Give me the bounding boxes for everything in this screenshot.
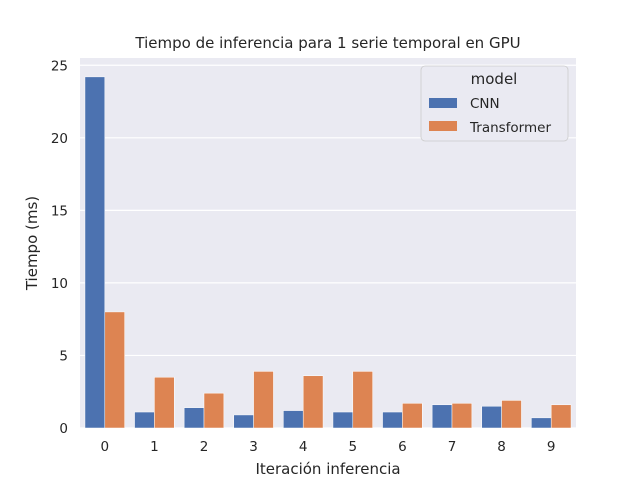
x-tick-label: 6 [398, 439, 407, 455]
bar-transformer-4 [302, 375, 324, 429]
y-axis-ticks: 0 5 10 15 20 25 [51, 58, 68, 437]
y-tick-label: 15 [51, 203, 68, 219]
bar-cnn-0 [84, 76, 106, 429]
y-tick-label: 0 [59, 421, 68, 437]
bar-transformer-1 [154, 376, 175, 429]
bar-cnn-6 [382, 411, 403, 429]
bar-transformer-2 [203, 392, 225, 429]
y-axis-label: Tiempo (ms) [23, 196, 41, 291]
bar-cnn-7 [431, 404, 453, 429]
x-tick-label: 5 [349, 439, 358, 455]
bar-transformer-0 [104, 311, 125, 429]
bar-cnn-4 [283, 410, 304, 429]
bar-cnn-3 [233, 414, 254, 429]
y-tick-label: 5 [59, 348, 68, 364]
bars [84, 76, 572, 429]
x-tick-label: 4 [299, 439, 308, 455]
x-tick-label: 9 [547, 439, 556, 455]
legend-label-transformer: Transformer [469, 120, 551, 136]
bar-transformer-9 [550, 404, 572, 429]
bar-transformer-8 [501, 400, 522, 429]
legend-swatch-transformer [429, 121, 457, 131]
bar-cnn-2 [183, 407, 205, 429]
x-tick-label: 7 [448, 439, 457, 455]
y-tick-label: 25 [51, 58, 68, 74]
legend-title: model [471, 70, 518, 88]
bar-transformer-3 [253, 371, 274, 429]
bar-transformer-5 [352, 371, 373, 429]
x-tick-label: 3 [249, 439, 258, 455]
x-axis-ticks: 0 1 2 3 4 5 6 7 8 9 [101, 439, 556, 455]
bar-cnn-9 [531, 417, 552, 429]
x-tick-label: 8 [497, 439, 506, 455]
y-tick-label: 20 [51, 131, 68, 147]
legend-label-cnn: CNN [470, 96, 500, 112]
x-tick-label: 2 [200, 439, 209, 455]
chart-title: Tiempo de inferencia para 1 serie tempor… [134, 34, 520, 52]
x-axis-label: Iteración inferencia [255, 460, 400, 478]
bar-cnn-1 [134, 411, 155, 429]
bar-transformer-7 [451, 403, 473, 429]
bar-transformer-6 [402, 403, 423, 429]
x-tick-label: 1 [150, 439, 159, 455]
x-tick-label: 0 [101, 439, 110, 455]
bar-cnn-5 [332, 411, 354, 429]
legend-swatch-cnn [429, 98, 457, 108]
legend-box [420, 65, 569, 142]
legend: model CNN Transformer [420, 65, 569, 142]
bar-cnn-8 [481, 405, 502, 429]
y-tick-label: 10 [51, 276, 68, 292]
